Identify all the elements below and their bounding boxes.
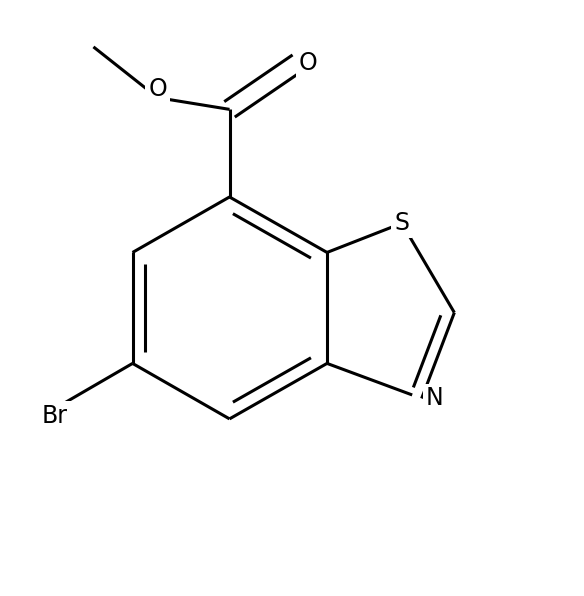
Text: Br: Br: [42, 404, 68, 428]
Text: O: O: [299, 51, 318, 74]
Text: O: O: [148, 77, 167, 101]
Text: N: N: [426, 386, 443, 411]
Text: S: S: [394, 211, 409, 235]
